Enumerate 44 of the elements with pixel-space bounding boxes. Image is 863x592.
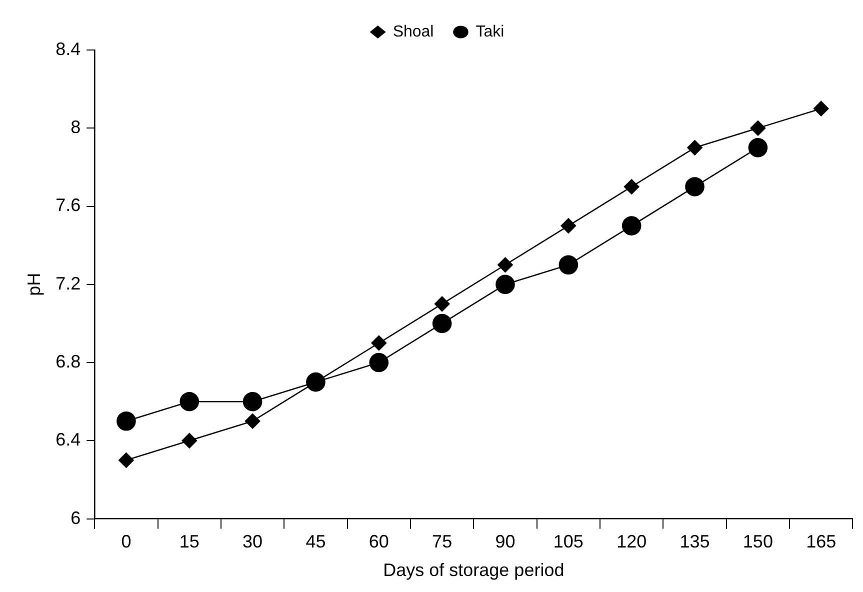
point (558, 255, 578, 275)
point (622, 216, 642, 236)
point (498, 257, 513, 273)
x-tick-label: 165 (806, 532, 836, 552)
x-tick-label: 45 (306, 532, 326, 552)
x-tick-label: 75 (432, 532, 452, 552)
x-axis-title: Days of storage period (383, 560, 564, 580)
point (496, 274, 515, 294)
x-tick-label: 135 (680, 532, 710, 552)
point (118, 452, 134, 468)
point (180, 392, 200, 412)
x-tick-label: 60 (368, 532, 389, 552)
y-tick-label: 7.6 (56, 195, 81, 216)
point (434, 296, 450, 312)
point (371, 335, 387, 351)
point (182, 433, 198, 448)
legend-label: Shoal (392, 23, 434, 40)
point (369, 352, 389, 372)
y-axis-title: pH (24, 272, 44, 296)
y-tick-label: 6 (70, 508, 81, 528)
point (750, 120, 766, 136)
y-tick-label: 8 (70, 117, 81, 138)
y-tick-label: 6.8 (56, 352, 81, 372)
x-tick-label: 150 (742, 532, 773, 552)
point (685, 177, 704, 196)
point (624, 179, 640, 194)
y-tick-label: 8.4 (56, 38, 81, 59)
x-tick-label: 15 (179, 532, 200, 552)
point (560, 218, 576, 234)
x-tick-label: 120 (616, 532, 647, 552)
point (244, 413, 260, 429)
x-tick-label: 105 (553, 532, 584, 552)
point (242, 392, 262, 412)
legend-label: Taki (476, 23, 504, 40)
point (687, 140, 702, 156)
point (813, 100, 829, 116)
x-tick-label: 90 (495, 532, 516, 552)
point (748, 138, 768, 158)
x-tick-label: 0 (121, 532, 132, 552)
x-tick-label: 30 (242, 532, 263, 552)
point (432, 314, 452, 334)
y-tick-label: 7.2 (56, 273, 81, 294)
point (116, 411, 136, 431)
y-tick-label: 6.4 (56, 430, 81, 450)
